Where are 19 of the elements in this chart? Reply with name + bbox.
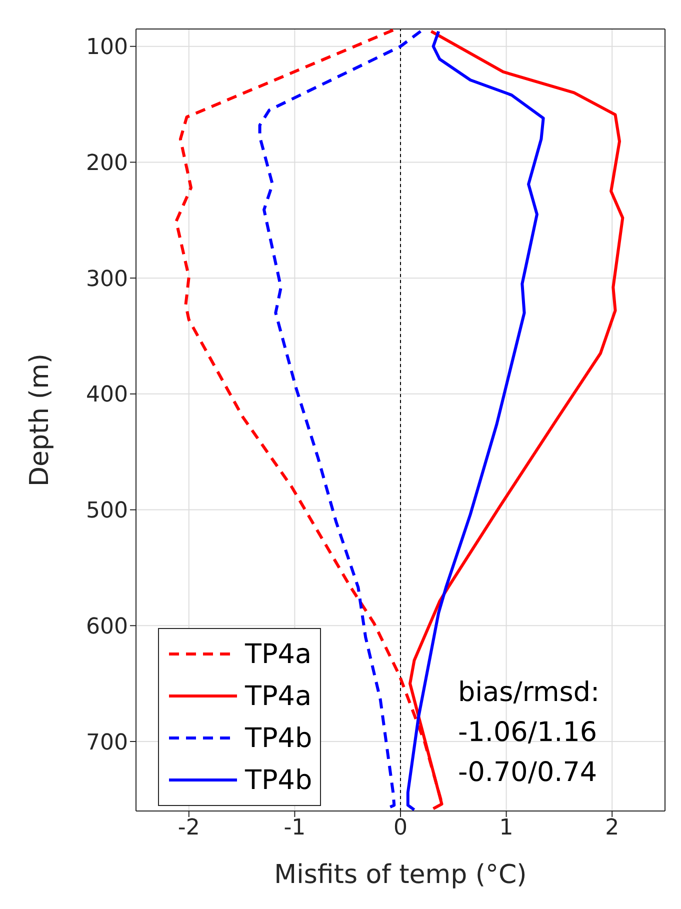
annotation: bias/rmsd: -1.06/1.16 -0.70/0.74 xyxy=(458,676,600,790)
legend-label: TP4a xyxy=(245,680,312,712)
y-tick-label: 700 xyxy=(86,730,128,756)
x-tick-label: 1 xyxy=(499,816,514,841)
legend-label: TP4a xyxy=(245,638,312,670)
y-axis-title: Depth (m) xyxy=(25,353,55,487)
y-tick-label: 300 xyxy=(86,266,128,292)
y-tick-label: 400 xyxy=(86,382,128,408)
y-tick-label: 500 xyxy=(86,498,128,524)
y-tick-label: 200 xyxy=(86,151,128,176)
legend-label: TP4b xyxy=(245,764,312,796)
x-tick-label: -1 xyxy=(284,816,306,841)
x-tick-label: 0 xyxy=(394,816,408,841)
y-tick-label: 600 xyxy=(86,614,128,640)
x-tick-label: 2 xyxy=(605,816,620,841)
legend-label: TP4b xyxy=(245,722,312,754)
y-tick-label: 100 xyxy=(86,35,128,60)
x-tick-label: -2 xyxy=(178,816,200,841)
x-axis-title: Misfits of temp (°C) xyxy=(274,860,527,890)
